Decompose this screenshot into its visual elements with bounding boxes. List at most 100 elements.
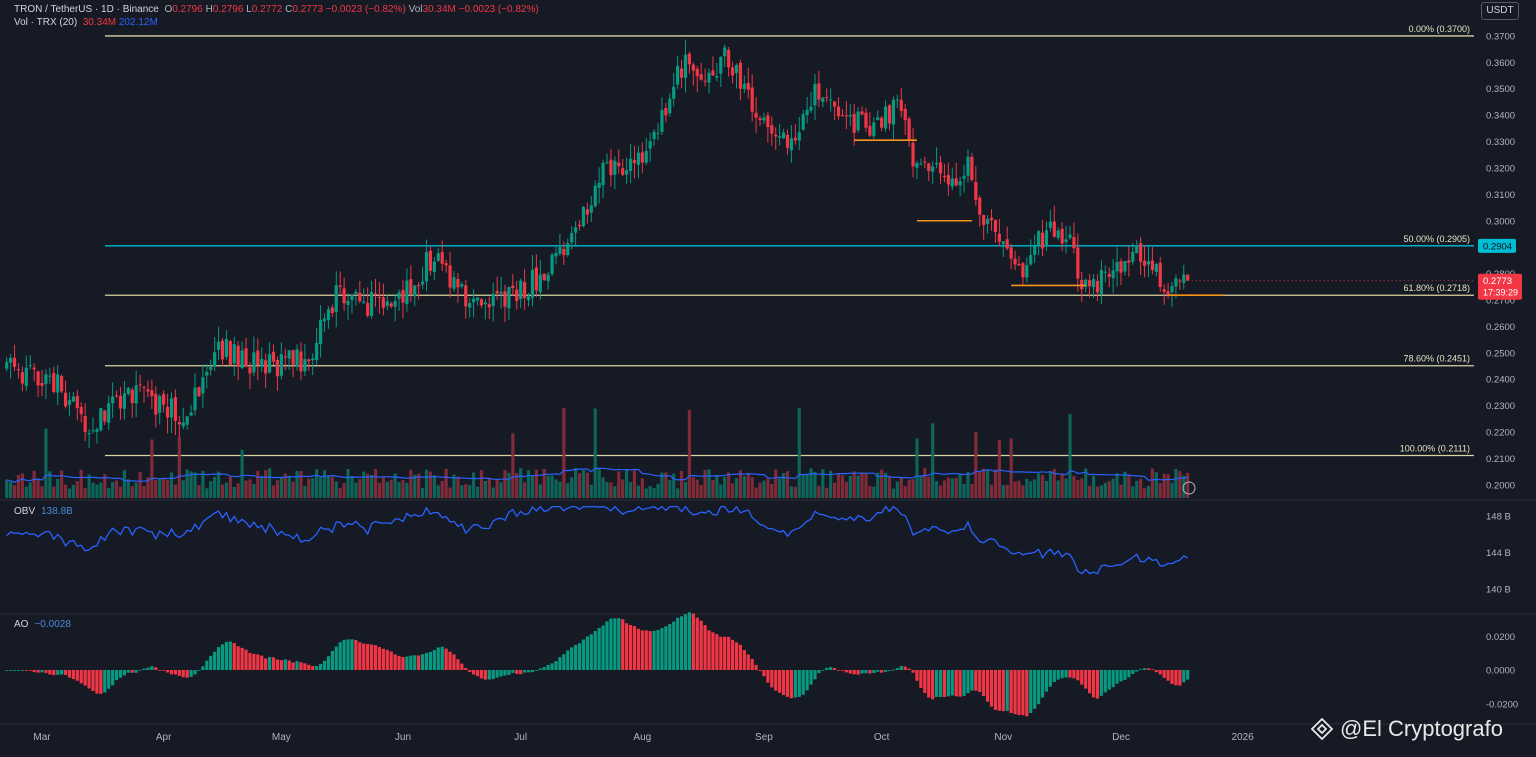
- volume-indicator-label: Vol · TRX (20): [14, 17, 78, 28]
- volume-bar: [1084, 468, 1088, 498]
- candle-body: [322, 318, 327, 322]
- candle-body: [36, 371, 40, 386]
- ao-bar: [260, 655, 264, 670]
- ao-bar: [1186, 670, 1190, 680]
- candle-body: [307, 359, 311, 362]
- ao-bar: [503, 670, 507, 676]
- candle-body: [1005, 239, 1009, 249]
- ao-bar: [436, 647, 440, 670]
- ao-label: AO: [14, 619, 29, 630]
- ao-bar: [232, 643, 236, 670]
- volume-bar: [197, 485, 201, 498]
- candle-body: [923, 161, 927, 163]
- candle-body: [279, 354, 283, 376]
- ao-bar: [1135, 670, 1139, 672]
- ao-bar: [507, 670, 511, 675]
- volume-bar: [16, 475, 21, 498]
- ao-bar: [397, 655, 401, 670]
- ao-bar: [711, 632, 715, 670]
- ao-tick: 0.0000: [1486, 666, 1515, 677]
- candle-body: [821, 97, 825, 102]
- currency-selector[interactable]: USDT: [1481, 2, 1519, 20]
- candle-body: [1091, 279, 1096, 288]
- ao-bar: [1158, 670, 1162, 675]
- volume-bar: [876, 472, 880, 498]
- ao-bar: [628, 625, 633, 670]
- volume-bar: [1060, 473, 1064, 498]
- volume-bar: [389, 479, 393, 498]
- volume-bar: [260, 476, 264, 498]
- candle-body: [48, 375, 52, 377]
- ao-legend[interactable]: AO −0.0028: [14, 619, 71, 630]
- volume-bar: [1170, 482, 1174, 498]
- candle-body: [362, 301, 366, 303]
- ao-bar: [1162, 670, 1166, 678]
- volume-bar: [577, 473, 582, 498]
- ao-bar: [405, 656, 409, 670]
- candle-body: [393, 300, 397, 307]
- ao-bar: [883, 670, 888, 672]
- volume-bar: [644, 488, 648, 498]
- candle-body: [625, 170, 629, 175]
- obv-legend[interactable]: OBV 138.8B: [14, 506, 73, 517]
- candle-body: [809, 106, 813, 111]
- volume-bar: [840, 475, 845, 498]
- time-tick: May: [272, 732, 291, 743]
- obv-value: 138.8B: [41, 506, 73, 517]
- ao-bar: [134, 670, 138, 673]
- volume-bar: [342, 483, 346, 498]
- volume-bar: [899, 477, 903, 498]
- ao-bar: [71, 670, 75, 680]
- volume-bar: [377, 482, 382, 498]
- symbol-title[interactable]: TRON / TetherUS · 1D · Binance: [14, 4, 159, 15]
- volume-bar: [107, 488, 111, 498]
- candle-body: [185, 416, 189, 425]
- volume-bar: [927, 476, 931, 498]
- ao-bar: [52, 670, 56, 676]
- candle-body: [28, 365, 32, 367]
- ao-bar: [931, 670, 935, 700]
- candle-body: [640, 152, 644, 163]
- time-tick: Oct: [874, 732, 890, 743]
- candle-body: [703, 80, 707, 82]
- volume-bar: [805, 473, 809, 498]
- ao-bar: [479, 670, 484, 679]
- volume-bar: [1186, 472, 1190, 498]
- volume-bar: [989, 484, 994, 498]
- ao-bar: [483, 670, 487, 680]
- ao-bar: [307, 664, 311, 670]
- ao-bar: [836, 669, 841, 671]
- volume-bar: [1158, 483, 1162, 498]
- volume-bar: [1178, 471, 1182, 498]
- volume-bar: [958, 473, 962, 498]
- volume-bar: [907, 479, 911, 498]
- ao-bar: [287, 660, 291, 670]
- candle-body: [405, 280, 409, 305]
- ao-bar: [789, 670, 794, 699]
- volume-bar: [126, 479, 130, 498]
- volume-bar: [699, 484, 703, 498]
- candle-body: [1080, 279, 1084, 290]
- volume-bar: [1131, 486, 1135, 498]
- volume-bar: [919, 475, 923, 498]
- volume-legend[interactable]: Vol · TRX (20) 30.34M 202.12M: [14, 17, 158, 28]
- ao-bar: [778, 670, 782, 693]
- candle-body: [1174, 278, 1178, 287]
- candle-body: [785, 134, 790, 148]
- candle-body: [974, 182, 978, 200]
- time-tick: 2026: [1232, 732, 1255, 743]
- candle-body: [158, 395, 162, 413]
- volume-bar: [625, 469, 629, 498]
- volume-bar: [742, 476, 746, 498]
- ao-bar: [938, 670, 943, 697]
- ao-bar: [165, 670, 170, 673]
- fib-label: 100.00% (0.2111): [1400, 443, 1470, 453]
- ao-bar: [817, 670, 821, 674]
- candle-body: [146, 389, 150, 392]
- volume-bar: [848, 475, 852, 498]
- ao-bar: [946, 670, 950, 697]
- candle-body: [385, 301, 389, 307]
- candle-body: [444, 263, 448, 266]
- volume-bar: [950, 478, 954, 498]
